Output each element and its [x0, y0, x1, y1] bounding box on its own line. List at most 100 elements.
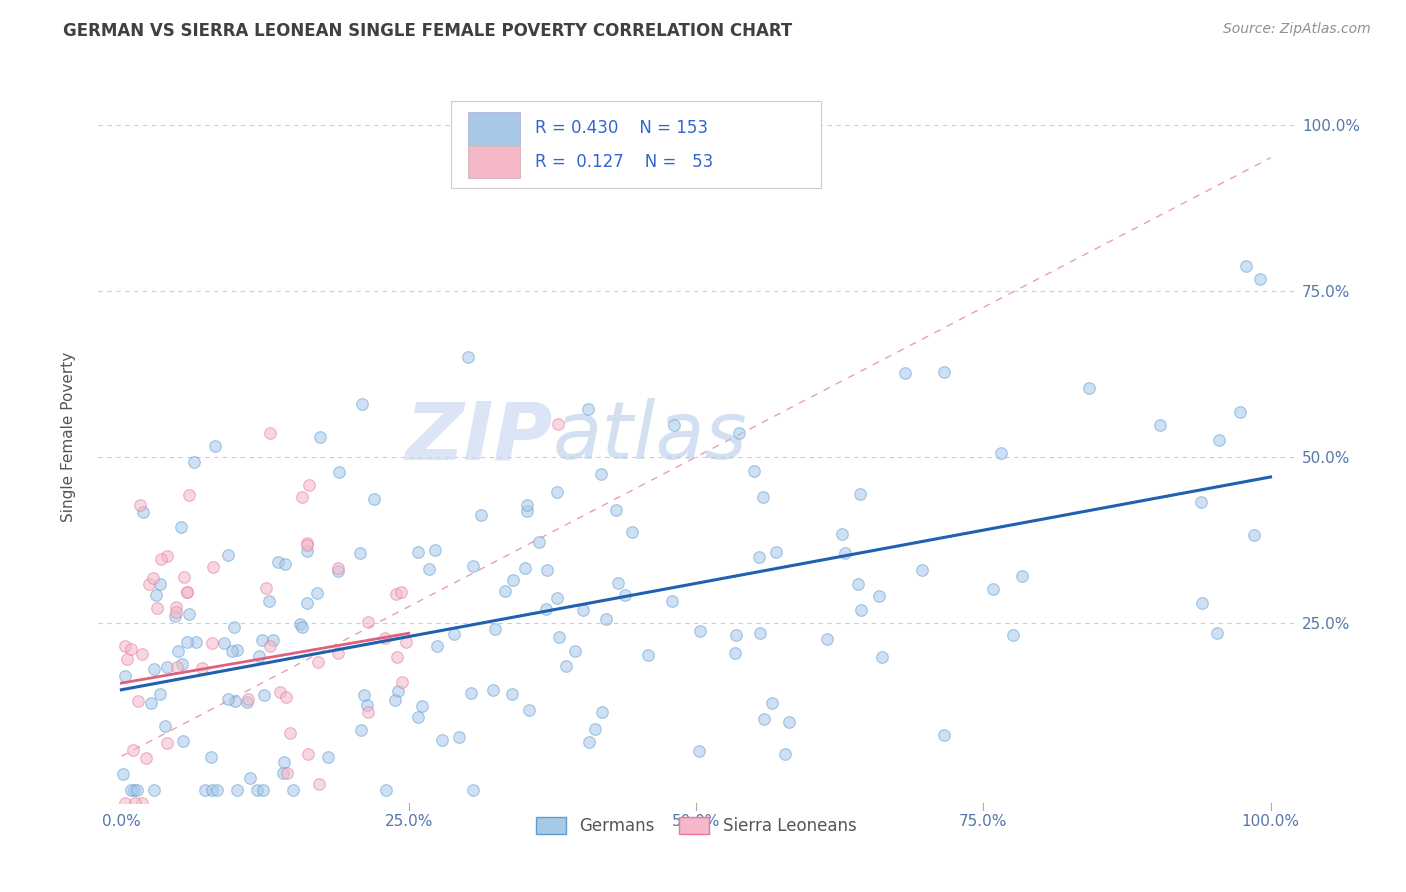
Point [1208, 433, 1230, 447]
Point [513, 561, 536, 575]
Point [124, 796, 146, 810]
Point [470, 508, 492, 522]
FancyBboxPatch shape [468, 112, 520, 145]
Point [236, 691, 259, 706]
Point [173, 570, 195, 584]
Point [546, 485, 568, 500]
Point [353, 689, 375, 703]
Point [411, 699, 433, 714]
Point [273, 755, 295, 769]
Point [583, 722, 606, 736]
Point [1229, 405, 1251, 419]
Point [426, 639, 449, 653]
Point [387, 684, 409, 698]
Point [224, 620, 246, 634]
Point [200, 750, 222, 764]
Y-axis label: Single Female Poverty: Single Female Poverty [62, 352, 76, 522]
Point [443, 627, 465, 641]
Point [516, 498, 538, 512]
Point [578, 735, 600, 749]
Point [125, 782, 148, 797]
Point [259, 426, 281, 441]
Text: ZIP: ZIP [405, 398, 553, 476]
Point [391, 674, 413, 689]
Point [849, 603, 872, 617]
Point [1249, 272, 1271, 286]
Point [374, 631, 396, 645]
Point [689, 624, 711, 638]
Point [165, 600, 187, 615]
Point [259, 593, 281, 607]
Point [1002, 628, 1025, 642]
Point [271, 766, 294, 780]
Point [356, 615, 378, 629]
Point [1078, 381, 1101, 395]
Point [815, 632, 838, 646]
Point [501, 687, 523, 701]
Point [432, 733, 454, 747]
Point [269, 685, 291, 699]
Point [363, 491, 385, 506]
Point [221, 644, 243, 658]
Point [224, 694, 246, 708]
Point [276, 765, 298, 780]
Point [291, 620, 314, 634]
Point [309, 430, 332, 444]
Point [283, 782, 305, 797]
Point [1243, 528, 1265, 542]
Text: R = 0.430    N = 153: R = 0.430 N = 153 [534, 120, 707, 137]
Point [153, 718, 176, 732]
Point [778, 715, 800, 730]
Point [894, 367, 917, 381]
Point [752, 491, 775, 505]
Point [149, 687, 172, 701]
FancyBboxPatch shape [468, 146, 520, 178]
Point [547, 417, 569, 431]
Point [564, 644, 586, 658]
Point [205, 782, 228, 797]
Point [176, 635, 198, 649]
Point [245, 782, 267, 797]
Point [166, 659, 188, 673]
Point [177, 607, 200, 621]
Point [307, 586, 329, 600]
Point [868, 589, 890, 603]
Point [761, 696, 783, 710]
Point [765, 545, 787, 559]
Point [190, 661, 212, 675]
Point [395, 635, 418, 649]
Point [122, 743, 145, 757]
Point [591, 467, 613, 481]
Point [138, 577, 160, 591]
Text: GERMAN VS SIERRA LEONEAN SINGLE FEMALE POVERTY CORRELATION CHART: GERMAN VS SIERRA LEONEAN SINGLE FEMALE P… [63, 22, 793, 40]
Point [288, 616, 311, 631]
Point [170, 657, 193, 672]
Text: R =  0.127    N =   53: R = 0.127 N = 53 [534, 153, 713, 171]
Point [156, 659, 179, 673]
Point [350, 723, 373, 738]
Point [484, 623, 506, 637]
Point [773, 747, 796, 762]
Point [114, 796, 136, 810]
Point [295, 597, 318, 611]
Point [326, 561, 349, 575]
Point [349, 546, 371, 560]
Point [934, 365, 956, 379]
Point [132, 505, 155, 519]
Point [849, 487, 872, 501]
Point [176, 585, 198, 599]
Point [1149, 417, 1171, 432]
Point [447, 731, 470, 745]
Point [143, 662, 166, 676]
Point [177, 488, 200, 502]
Point [328, 465, 350, 479]
Point [247, 649, 270, 664]
Point [328, 564, 350, 578]
Point [834, 546, 856, 560]
Point [131, 648, 153, 662]
Point [201, 782, 224, 797]
Point [115, 651, 138, 665]
Point [149, 576, 172, 591]
Point [747, 549, 769, 564]
Point [176, 585, 198, 599]
